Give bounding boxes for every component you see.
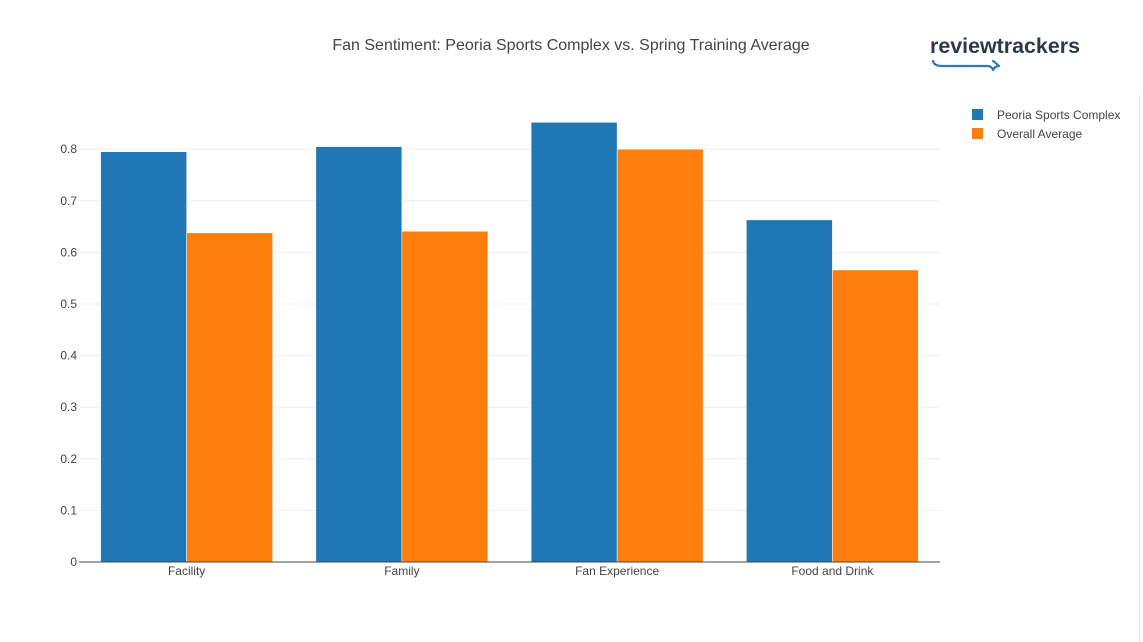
bar-overall-3[interactable]	[832, 269, 919, 563]
y-tick-label: 0.6	[60, 245, 77, 259]
x-axis-ticks: Facility Family Fan Experience Food and Dri…	[168, 564, 874, 578]
bars	[100, 122, 919, 563]
x-tick-label: Family	[384, 564, 419, 578]
bar-peoria-0[interactable]	[100, 151, 187, 563]
y-tick-label: 0.5	[60, 297, 77, 311]
legend: Peoria Sports Complex Overall Average	[972, 108, 1120, 141]
y-tick-label: 0	[70, 555, 77, 569]
legend-swatch	[972, 128, 983, 139]
y-tick-label: 0.3	[60, 400, 77, 414]
legend-label: Overall Average	[997, 127, 1082, 141]
bar-peoria-3[interactable]	[746, 219, 833, 563]
panel-divider	[1139, 95, 1140, 642]
legend-label: Peoria Sports Complex	[997, 108, 1120, 122]
brand-logo: reviewtrackers	[930, 35, 1080, 72]
x-tick-label: Facility	[168, 564, 205, 578]
bar-overall-0[interactable]	[186, 232, 273, 563]
y-tick-label: 0.1	[60, 503, 77, 517]
y-tick-label: 0.4	[60, 349, 77, 363]
legend-item[interactable]: Peoria Sports Complex	[972, 108, 1120, 122]
chart-title: Fan Sentiment: Peoria Sports Complex vs.…	[332, 37, 809, 54]
y-tick-label: 0.7	[60, 194, 77, 208]
x-tick-label: Fan Experience	[575, 564, 659, 578]
bar-peoria-1[interactable]	[315, 146, 403, 563]
legend-item[interactable]: Overall Average	[972, 127, 1082, 141]
bar-peoria-2[interactable]	[530, 122, 618, 563]
brand-logo-underline-icon	[931, 59, 1001, 72]
bar-overall-2[interactable]	[616, 148, 704, 563]
x-tick-label: Food and Drink	[791, 564, 874, 578]
y-tick-label: 0.2	[60, 452, 77, 466]
bar-overall-1[interactable]	[401, 230, 489, 563]
brand-logo-text: reviewtrackers	[930, 35, 1080, 58]
legend-swatch	[972, 109, 983, 120]
y-axis-ticks: 0 0.1 0.2 0.3 0.4 0.5 0.6 0.7 0.8	[60, 142, 77, 569]
y-tick-label: 0.8	[60, 142, 77, 156]
